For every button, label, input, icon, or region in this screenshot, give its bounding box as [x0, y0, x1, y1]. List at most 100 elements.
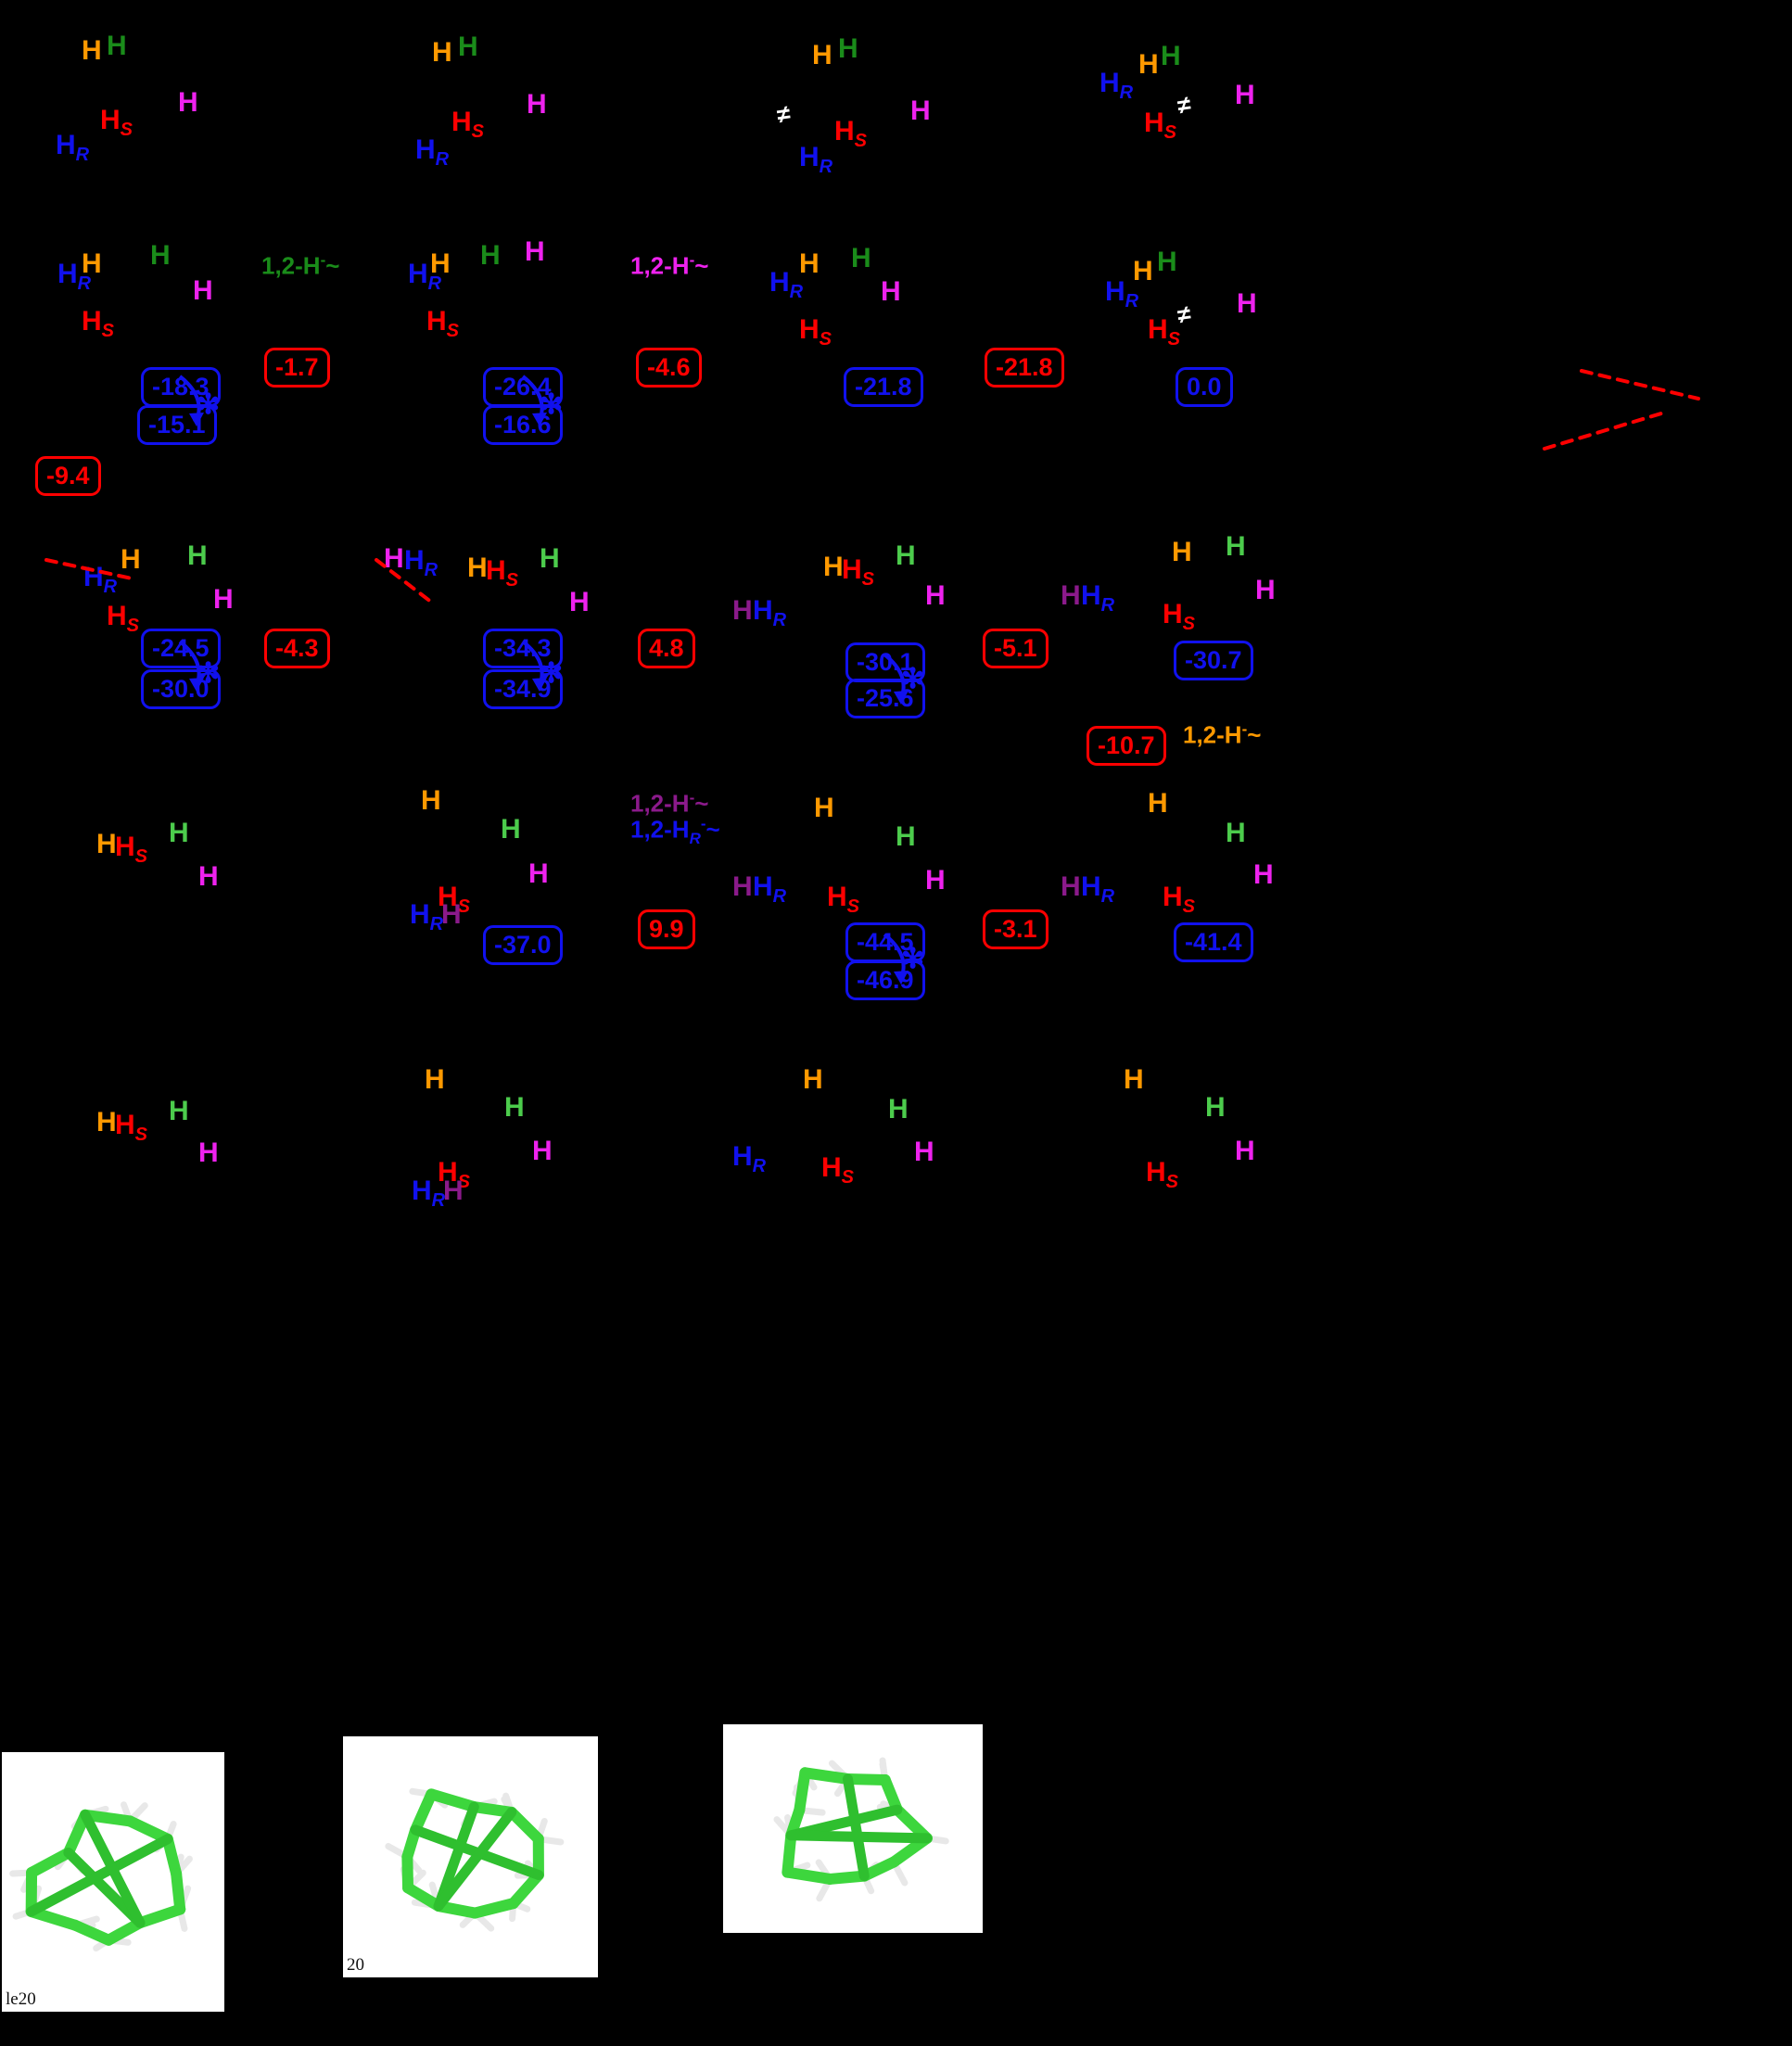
atom-label-h: H — [1235, 1136, 1255, 1166]
atom-label-h: H — [1253, 859, 1274, 890]
atom-label-h: H — [1157, 247, 1177, 277]
transition-state-icon: ≠ — [774, 99, 793, 129]
atom-label-hs: HS — [438, 1157, 471, 1192]
atom-label-hs: HS — [115, 832, 148, 867]
atom-label-h: H — [82, 35, 102, 66]
atom-label-h: H — [732, 871, 753, 902]
atom-label-h: H — [430, 248, 451, 279]
atom-label-hs: HS — [438, 882, 471, 917]
atom-label-h: H — [107, 31, 127, 61]
molecule-caption: le20 — [6, 1989, 36, 2009]
energy-value-box: -5.1 — [983, 629, 1049, 668]
molecule-3d-rendering: le20 — [2, 1752, 224, 2012]
hydride-shift-label: 1,2-H-~ — [630, 251, 709, 280]
atom-label-h: H — [527, 89, 547, 120]
atom-label-h: H — [504, 1092, 525, 1123]
atom-label-hs: HS — [100, 105, 133, 140]
hydride-shift-label: 1,2-H-~ — [261, 251, 340, 280]
energy-value-box: -41.4 — [1174, 922, 1253, 962]
atom-label-hs: HS — [426, 306, 460, 341]
atom-label-h: H — [421, 785, 441, 816]
transition-state-icon: ≠ — [1175, 299, 1193, 329]
atom-label-hs: HS — [834, 116, 868, 151]
atom-label-h: H — [851, 243, 871, 273]
atom-label-h: H — [178, 87, 198, 118]
atom-label-h: H — [528, 858, 549, 889]
atom-label-h: H — [467, 553, 488, 583]
atom-label-h: H — [96, 829, 117, 859]
atom-label-hr: HR — [415, 134, 450, 170]
atom-label-hr: HR — [732, 1141, 767, 1176]
energy-value-box: -1.7 — [264, 348, 330, 388]
atom-label-h: H — [1205, 1092, 1226, 1123]
atom-label-h: H — [1124, 1064, 1144, 1095]
atom-label-h: H — [1237, 288, 1257, 319]
energy-value-box: -9.4 — [35, 456, 101, 496]
energy-value-box: -4.6 — [636, 348, 702, 388]
atom-label-hs: HS — [1146, 1157, 1179, 1192]
atom-label-h: H — [888, 1094, 909, 1125]
atom-label-h: H — [569, 587, 590, 617]
atom-label-hr: HR — [1099, 68, 1134, 103]
transition-state-icon: ≠ — [1175, 90, 1193, 120]
atom-label-h: H — [443, 1175, 464, 1206]
dashed-bond-icon — [44, 558, 133, 580]
energy-value-box: -44.5 — [845, 922, 925, 962]
atom-label-h: H — [1061, 580, 1081, 611]
atom-label-hs: HS — [107, 601, 140, 636]
atom-label-hs: HS — [821, 1152, 855, 1188]
atom-label-h: H — [425, 1064, 445, 1095]
atom-label-h: H — [213, 584, 234, 615]
energy-value-box: -34.3 — [483, 629, 563, 668]
atom-label-hs: HS — [842, 554, 875, 590]
energy-value-box: -4.3 — [264, 629, 330, 668]
atom-label-hr: HR — [410, 899, 444, 934]
atom-label-hr: HR — [753, 595, 787, 630]
atom-label-h: H — [823, 552, 844, 582]
atom-label-hs: HS — [82, 306, 115, 341]
energy-pair-arrow-icon — [883, 933, 909, 985]
dashed-bond-icon — [1580, 369, 1700, 400]
atom-label-h: H — [1148, 788, 1168, 819]
atom-label-h: H — [82, 248, 102, 279]
atom-label-hr: HR — [769, 267, 804, 302]
atom-label-h: H — [198, 1137, 219, 1168]
atom-label-h: H — [1226, 818, 1246, 848]
atom-label-h: H — [838, 33, 858, 64]
atom-label-h: H — [384, 543, 404, 574]
atom-label-hs: HS — [827, 882, 860, 917]
atom-label-h: H — [169, 1096, 189, 1126]
atom-label-h: H — [193, 275, 213, 306]
atom-label-h: H — [1138, 49, 1159, 80]
energy-pair-arrow-icon — [883, 653, 909, 705]
atom-label-h: H — [169, 818, 189, 848]
atom-label-h: H — [896, 821, 916, 852]
atom-label-hs: HS — [1163, 882, 1196, 917]
atom-label-h: H — [1235, 80, 1255, 110]
atom-label-h: H — [925, 865, 946, 896]
atom-label-hr: HR — [1081, 580, 1115, 616]
hydride-shift-label: 1,2-HR-~ — [630, 815, 720, 847]
atom-label-h: H — [1255, 575, 1276, 605]
energy-value-box: 0.0 — [1176, 367, 1233, 407]
energy-value-box: -3.1 — [983, 909, 1049, 949]
atom-label-h: H — [732, 595, 753, 626]
molecule-3d-rendering: 20 — [343, 1736, 598, 1977]
atom-label-h: H — [812, 40, 832, 70]
molecule-3d-rendering — [723, 1724, 983, 1933]
atom-label-hs: HS — [799, 314, 832, 349]
atom-label-hr: HR — [1105, 276, 1139, 311]
energy-pair-arrow-icon — [521, 375, 547, 426]
atom-label-h: H — [150, 240, 171, 271]
atom-label-h: H — [480, 240, 501, 271]
atom-label-h: H — [1061, 871, 1081, 902]
atom-label-h: H — [198, 861, 219, 892]
atom-label-h: H — [525, 236, 545, 267]
atom-label-h: H — [803, 1064, 823, 1095]
atom-label-h: H — [1133, 256, 1153, 286]
atom-label-h: H — [441, 899, 462, 930]
atom-label-hr: HR — [57, 259, 92, 294]
atom-label-hs: HS — [486, 555, 519, 591]
atom-label-h: H — [540, 543, 560, 574]
dashed-bond-icon — [375, 558, 434, 604]
